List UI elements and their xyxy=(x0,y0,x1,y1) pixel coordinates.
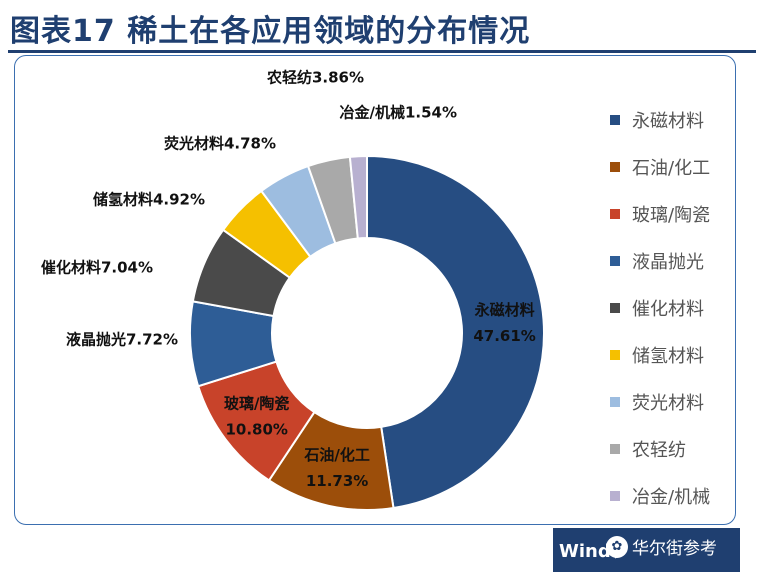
legend-item: 玻璃/陶瓷 xyxy=(610,190,710,237)
chart-title: 图表17 稀土在各应用领域的分布情况 xyxy=(10,14,531,49)
slice-label-outside: 储氢材料4.92% xyxy=(93,191,205,209)
slice-label-name: 永磁材料 xyxy=(474,301,535,319)
legend-item: 永磁材料 xyxy=(610,96,710,143)
legend-swatch xyxy=(610,208,620,219)
watermark-text: 华尔街参考 xyxy=(632,539,717,559)
legend-item: 石油/化工 xyxy=(610,143,710,190)
legend-swatch xyxy=(610,114,620,125)
legend-swatch xyxy=(610,161,620,172)
legend-swatch xyxy=(610,349,620,360)
slice-label-outside: 农轻纺3.86% xyxy=(266,69,364,87)
legend-label: 冶金/机械 xyxy=(632,486,711,508)
legend-label: 荧光材料 xyxy=(632,392,704,414)
legend-item: 荧光材料 xyxy=(610,378,710,425)
legend-swatch xyxy=(610,255,620,266)
chart-legend: 永磁材料石油/化工玻璃/陶瓷液晶抛光催化材料储氢材料荧光材料农轻纺冶金/机械 xyxy=(610,96,710,519)
slice-label-outside: 荧光材料4.78% xyxy=(164,135,276,153)
donut-slice xyxy=(366,154,545,510)
legend-label: 农轻纺 xyxy=(632,439,686,461)
slice-label-value: 47.61% xyxy=(473,327,535,345)
legend-label: 石油/化工 xyxy=(632,157,711,179)
legend-item: 催化材料 xyxy=(610,284,710,331)
legend-item: 液晶抛光 xyxy=(610,237,710,284)
slice-label-value: 10.80% xyxy=(225,420,287,438)
legend-swatch xyxy=(610,396,620,407)
legend-item: 储氢材料 xyxy=(610,331,710,378)
legend-label: 储氢材料 xyxy=(632,345,704,367)
legend-swatch xyxy=(610,302,620,313)
chart-frame xyxy=(14,55,736,525)
legend-label: 催化材料 xyxy=(632,298,704,320)
legend-label: 玻璃/陶瓷 xyxy=(632,204,711,226)
legend-item: 农轻纺 xyxy=(610,425,710,472)
legend-swatch xyxy=(610,443,620,454)
donut-slice xyxy=(348,154,368,240)
title-divider xyxy=(8,50,756,53)
legend-label: 永磁材料 xyxy=(632,110,704,132)
watermark: ✿ 华尔街参考 xyxy=(606,534,717,559)
legend-swatch xyxy=(610,490,620,501)
legend-label: 液晶抛光 xyxy=(632,251,704,273)
slice-label-name: 玻璃/陶瓷 xyxy=(224,394,289,412)
slice-label-name: 石油/化工 xyxy=(303,446,369,464)
slice-label-outside: 冶金/机械1.54% xyxy=(339,104,457,122)
legend-item: 冶金/机械 xyxy=(610,472,710,519)
slice-label-value: 11.73% xyxy=(306,472,368,490)
slice-label-outside: 催化材料7.04% xyxy=(41,259,153,277)
slice-label-outside: 液晶抛光7.72% xyxy=(66,331,178,349)
wechat-icon: ✿ xyxy=(606,535,628,558)
